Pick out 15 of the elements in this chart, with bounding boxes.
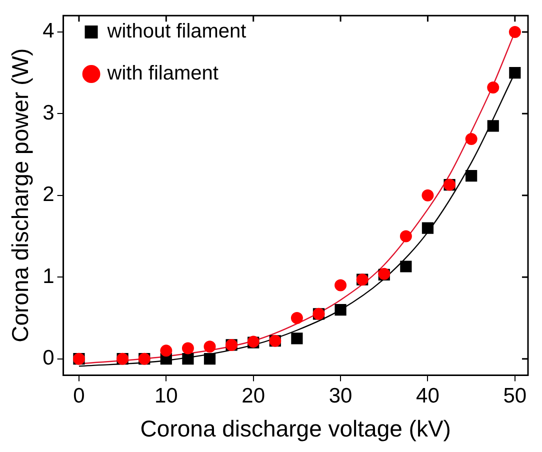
x-tick-label: 20 <box>242 384 266 408</box>
x-tick-label: 10 <box>154 384 178 408</box>
x-axis-title: Corona discharge voltage (kV) <box>140 416 451 442</box>
legend-label: with filament <box>106 62 219 85</box>
y-tick-label: 1 <box>42 264 54 288</box>
x-tick-label: 40 <box>416 384 440 408</box>
x-tick-label: 50 <box>503 384 527 408</box>
y-tick-label: 0 <box>42 346 54 370</box>
y-axis-title: Corona discharge power (W) <box>7 48 34 342</box>
y-tick-label: 3 <box>42 101 54 124</box>
x-tick-label: 30 <box>328 384 352 408</box>
y-tick-label: 2 <box>42 183 54 206</box>
x-tick-label: 0 <box>73 384 85 408</box>
y-tick-label: 4 <box>42 20 55 43</box>
legend-label: without filament <box>106 20 247 43</box>
